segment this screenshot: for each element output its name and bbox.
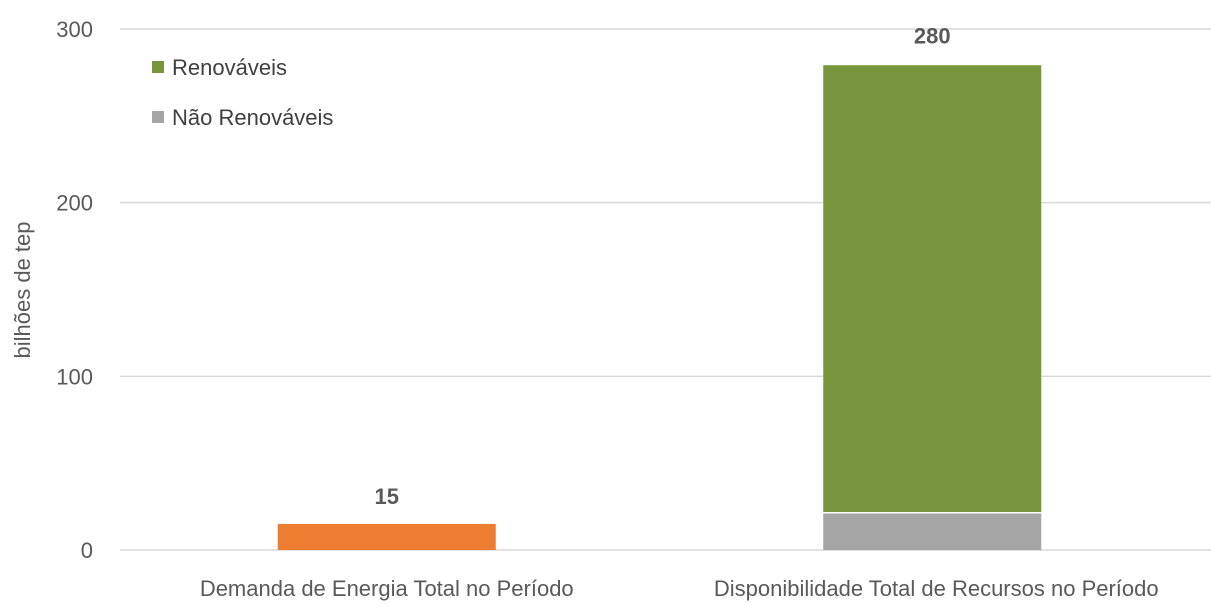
y-axis-title: bilhões de tep <box>10 222 35 359</box>
legend: Renováveis Não Renováveis <box>152 55 333 130</box>
legend-swatch <box>152 111 164 123</box>
bar-segment <box>823 513 1042 550</box>
y-tick-label: 0 <box>81 538 93 563</box>
y-tick-label: 300 <box>56 17 93 42</box>
data-label: 15 <box>375 484 399 509</box>
labels: 0 100 200 300 Demanda de Energia Total no Pe… <box>56 17 1158 601</box>
y-tick-label: 100 <box>56 364 93 389</box>
bars <box>277 65 1042 550</box>
bar-segment <box>823 65 1042 513</box>
legend-label: Renováveis <box>172 55 287 80</box>
legend-label: Não Renováveis <box>172 105 333 130</box>
x-category-label: Disponibilidade Total de Recursos no Per… <box>714 576 1159 601</box>
y-tick-label: 200 <box>56 191 93 216</box>
legend-swatch <box>152 61 164 73</box>
bar-segment <box>277 523 496 550</box>
data-label: 280 <box>914 24 951 49</box>
x-category-label: Demanda de Energia Total no Período <box>200 576 574 601</box>
